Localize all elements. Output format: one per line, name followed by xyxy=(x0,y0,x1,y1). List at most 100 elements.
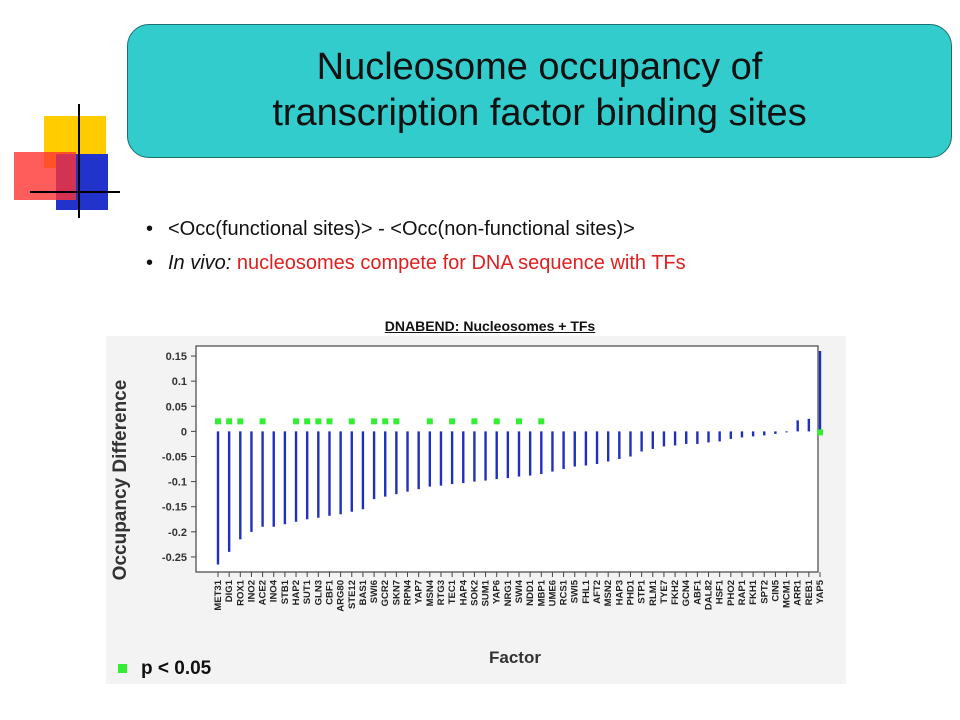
x-tick-label: HAP4 xyxy=(458,579,469,605)
x-tick-label: SWI4 xyxy=(514,579,525,603)
x-tick-label: FKH1 xyxy=(748,579,759,605)
x-tick-label: DIG1 xyxy=(224,579,235,602)
significance-marker xyxy=(304,418,311,425)
x-tick-label: CBF1 xyxy=(324,579,335,605)
bullet-in-vivo: • In vivo: nucleosomes compete for DNA se… xyxy=(146,252,686,275)
legend-marker xyxy=(118,664,127,674)
significance-marker xyxy=(538,418,545,425)
significance-marker xyxy=(371,418,378,425)
x-tick-label: RAP1 xyxy=(737,579,748,605)
x-tick-label: MSN2 xyxy=(603,580,614,606)
slide-title: Nucleosome occupancy of transcription fa… xyxy=(272,45,806,136)
x-tick-label: SKN7 xyxy=(391,580,402,605)
x-tick-label: FHL1 xyxy=(581,579,592,603)
y-tick-label: 0.1 xyxy=(172,376,187,388)
x-tick-label: HSF1 xyxy=(715,579,726,604)
x-tick-label: PHO2 xyxy=(726,580,737,606)
title-line-2: transcription factor binding sites xyxy=(272,92,807,134)
y-tick-label: -0.1 xyxy=(168,477,187,489)
x-tick-label: YAP7 xyxy=(414,580,425,604)
significance-marker xyxy=(382,418,389,425)
x-tick-label: MCM1 xyxy=(782,579,793,608)
significance-marker xyxy=(471,418,478,425)
bullet-dot: • xyxy=(146,252,154,274)
significance-marker xyxy=(226,418,233,425)
decorative-squares-graphic xyxy=(14,104,120,218)
title-line-1: Nucleosome occupancy of xyxy=(316,46,763,89)
x-tick-label: GCN4 xyxy=(681,579,692,606)
y-tick-label: -0.2 xyxy=(168,527,187,539)
significance-marker xyxy=(348,418,355,425)
x-tick-label: SWI5 xyxy=(570,579,581,603)
x-tick-label: ACE2 xyxy=(258,580,269,605)
bullet-dot: • xyxy=(146,218,154,240)
x-tick-label: STB1 xyxy=(280,579,291,604)
x-tick-label: REB1 xyxy=(804,579,815,605)
bullet-2-italic: In vivo: xyxy=(168,252,232,274)
x-tick-label: SUM1 xyxy=(481,579,492,606)
x-tick-label: GCR2 xyxy=(380,580,391,606)
significance-marker xyxy=(326,418,333,425)
x-tick-label: RLM1 xyxy=(648,579,659,606)
x-tick-label: RCS1 xyxy=(559,579,570,605)
x-tick-label: SUT1 xyxy=(302,579,313,604)
x-tick-label: DAL82 xyxy=(704,580,715,610)
x-tick-label: MBP1 xyxy=(536,579,547,606)
x-tick-label: RPN4 xyxy=(403,579,414,605)
x-tick-label: ABF1 xyxy=(692,579,703,605)
y-tick-label: 0 xyxy=(181,426,187,438)
x-tick-label: PHD1 xyxy=(625,579,636,605)
significance-legend: p < 0.05 xyxy=(118,658,211,680)
x-tick-label: RTG3 xyxy=(436,580,447,605)
title-banner: Nucleosome occupancy of transcription fa… xyxy=(127,24,952,158)
x-tick-label: ARR1 xyxy=(793,579,804,606)
x-tick-label: FKH2 xyxy=(670,580,681,605)
x-tick-label: UME6 xyxy=(547,580,558,606)
x-tick-label: BAS1 xyxy=(358,579,369,605)
y-tick-label: 0.05 xyxy=(166,401,187,413)
x-tick-label: HAP2 xyxy=(291,580,302,605)
x-tick-label: STE12 xyxy=(347,580,358,609)
x-tick-label: TYE7 xyxy=(659,580,670,604)
y-tick-label: -0.05 xyxy=(162,451,187,463)
x-tick-label: INO4 xyxy=(269,579,280,602)
y-tick-label: -0.15 xyxy=(162,502,187,514)
x-tick-label: STP1 xyxy=(637,579,648,603)
x-tick-label: INO2 xyxy=(246,580,257,602)
x-tick-label: TEC1 xyxy=(447,579,458,604)
significance-marker xyxy=(426,418,433,425)
x-tick-label: YAP5 xyxy=(815,579,826,604)
x-tick-label: MET31 xyxy=(213,579,224,610)
significance-marker xyxy=(817,429,823,436)
x-tick-label: SWI6 xyxy=(369,580,380,603)
legend-label: p < 0.05 xyxy=(141,658,212,679)
x-tick-label: YAP6 xyxy=(492,580,503,604)
x-tick-label: MSN4 xyxy=(425,579,436,606)
bullet-1-text: <Occ(functional sites)> - <Occ(non-funct… xyxy=(168,218,635,240)
significance-marker xyxy=(516,418,522,425)
bullet-2-text: nucleosomes compete for DNA sequence wit… xyxy=(236,252,686,274)
x-tick-label: ARG80 xyxy=(336,580,347,612)
x-tick-label: SPT2 xyxy=(759,580,770,604)
x-tick-label: SOK2 xyxy=(469,580,480,606)
significance-marker xyxy=(393,418,400,425)
significance-marker xyxy=(259,418,266,425)
x-tick-label: ROX1 xyxy=(235,579,246,606)
significance-marker xyxy=(293,418,300,425)
y-tick-label: 0.15 xyxy=(166,351,187,363)
chart-title: DNABEND: Nucleosomes + TFs xyxy=(384,318,596,334)
x-tick-label: AFT2 xyxy=(592,580,603,604)
x-tick-label: NDD1 xyxy=(525,579,536,606)
significance-marker xyxy=(315,418,322,425)
x-axis-label: Factor xyxy=(489,648,541,667)
y-tick-label: -0.25 xyxy=(162,552,187,564)
x-tick-label: GLN3 xyxy=(313,580,324,605)
significance-marker xyxy=(215,418,221,425)
x-tick-label: HAP3 xyxy=(614,580,625,605)
x-tick-label: NRG1 xyxy=(503,579,514,606)
x-tick-label: CIN5 xyxy=(770,579,781,601)
significance-marker xyxy=(237,418,244,425)
significance-marker xyxy=(493,418,500,425)
bullet-occupancy-difference: • <Occ(functional sites)> - <Occ(non-func… xyxy=(146,218,635,241)
